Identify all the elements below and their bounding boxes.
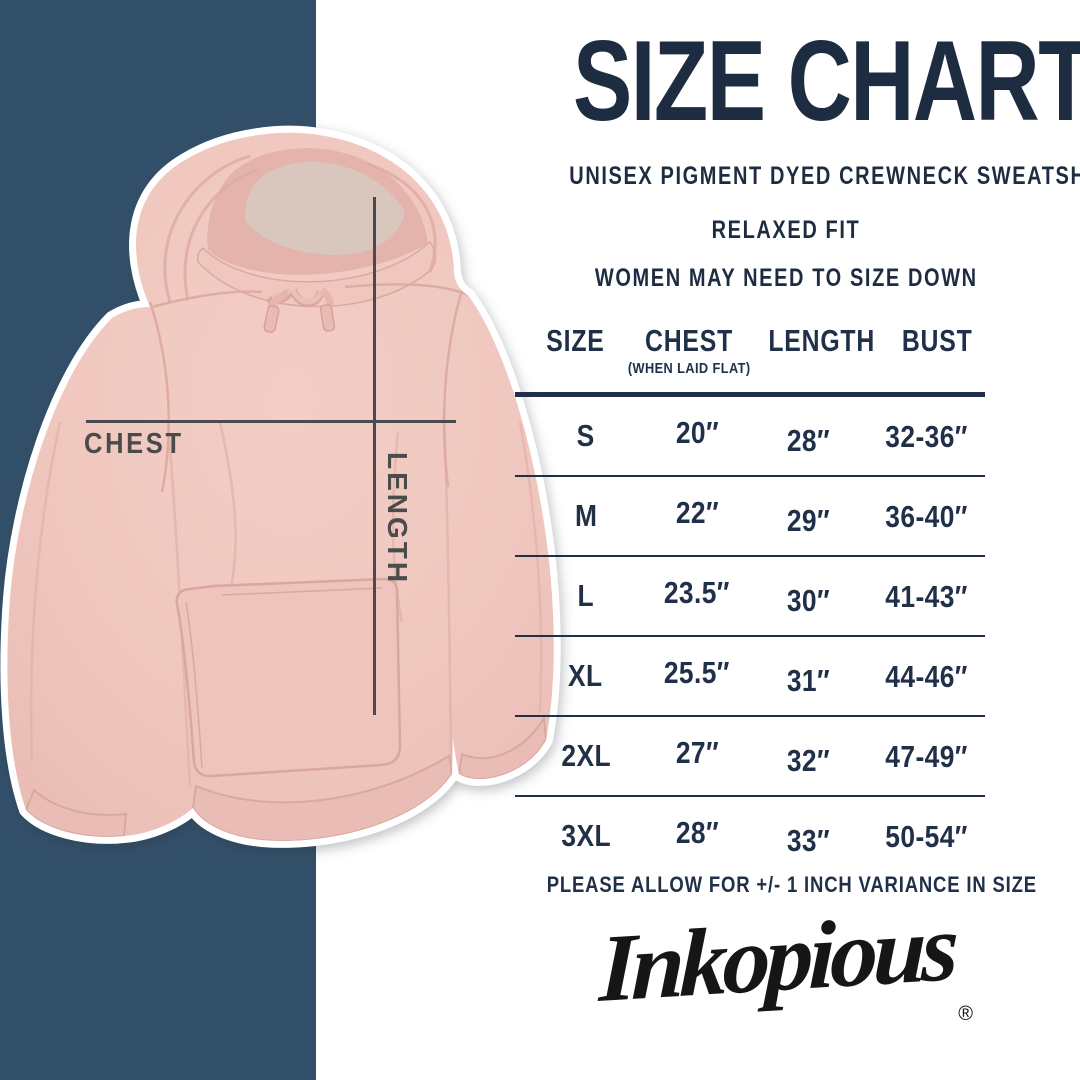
subtitle-sizing-note: WOMEN MAY NEED TO SIZE DOWN xyxy=(594,264,978,292)
table-row-s: S 20″ 28″ 32-36″ xyxy=(515,397,985,477)
table-row-3xl: 3XL 28″ 33″ 50-54″ xyxy=(560,815,968,858)
size-table-header: SIZE CHEST (WHEN LAID FLAT) LENGTH BUST xyxy=(515,315,985,397)
chest-measure-label: CHEST xyxy=(84,428,184,460)
right-cuff xyxy=(457,714,548,780)
brand-logo: Inkopious ® xyxy=(500,893,1072,1025)
length-measure-label: LENGTH xyxy=(382,452,413,586)
kangaroo-pocket xyxy=(175,577,402,778)
column-header-length: LENGTH xyxy=(768,323,876,358)
table-row-xl: XL 25.5″ 31″ 44-46″ xyxy=(515,637,985,717)
brand-logo-text: Inkopious xyxy=(597,892,956,1023)
info-panel: SIZE CHART UNISEX PIGMENT DYED CREWNECK … xyxy=(500,0,1080,1080)
chest-measure-line xyxy=(86,420,456,423)
page-title: SIZE CHART xyxy=(573,18,1080,145)
column-header-bust: BUST xyxy=(901,323,973,358)
variance-footnote: PLEASE ALLOW FOR +/- 1 INCH VARIANCE IN … xyxy=(546,872,1037,897)
hoodie-photo xyxy=(0,122,566,884)
drawstrings xyxy=(263,287,336,333)
column-header-size: SIZE xyxy=(545,323,605,358)
left-cuff xyxy=(24,788,128,838)
subtitle-fit: RELAXED FIT xyxy=(711,216,861,244)
chest-subnote: (WHEN LAID FLAT) xyxy=(627,360,751,377)
size-table: SIZE CHEST (WHEN LAID FLAT) LENGTH BUST … xyxy=(515,315,985,875)
column-header-chest: CHEST (WHEN LAID FLAT) xyxy=(617,315,761,377)
table-row-2xl: 2XL 27″ 32″ 47-49″ xyxy=(515,717,985,797)
length-measure-line xyxy=(373,197,376,715)
table-row-m: M 22″ 29″ 36-40″ xyxy=(515,477,985,557)
table-row-l: L 23.5″ 30″ 41-43″ xyxy=(515,557,985,637)
hood-lining xyxy=(245,161,405,255)
registered-trademark-icon: ® xyxy=(958,1003,973,1025)
subtitle-product: UNISEX PIGMENT DYED CREWNECK SWEATSHIRT xyxy=(569,162,1080,190)
